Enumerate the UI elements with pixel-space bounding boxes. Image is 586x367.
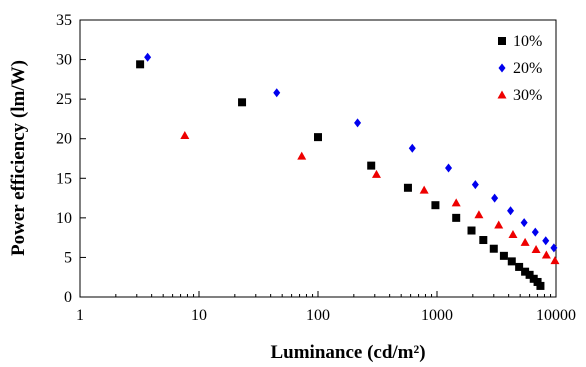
legend-marker	[498, 37, 506, 45]
x-tick-label: 100	[306, 307, 330, 324]
data-point	[144, 52, 152, 62]
series-triangle	[180, 131, 560, 265]
data-point	[297, 151, 307, 160]
data-point	[520, 218, 528, 228]
y-axis-title: Power efficiency (lm/W)	[8, 60, 29, 256]
data-point	[180, 131, 190, 140]
data-point	[531, 245, 541, 254]
data-point	[507, 257, 516, 266]
data-point	[489, 244, 498, 253]
data-point	[499, 251, 508, 260]
data-point	[408, 143, 416, 153]
y-tick-label: 5	[64, 249, 72, 266]
legend: 10% 20% 30%	[497, 33, 542, 104]
data-point	[508, 229, 518, 238]
x-tick-label: 1000	[421, 307, 453, 324]
data-point	[371, 169, 381, 178]
x-tick-label: 1	[76, 307, 84, 324]
data-point	[451, 198, 461, 207]
data-point	[273, 88, 281, 98]
data-point	[136, 60, 145, 69]
data-point	[474, 210, 484, 219]
data-point	[550, 243, 558, 253]
legend-label: 20%	[513, 60, 542, 77]
y-tick-label: 35	[56, 12, 72, 29]
y-tick-label: 0	[64, 289, 72, 306]
data-point	[471, 180, 479, 190]
y-tick-label: 30	[56, 52, 72, 69]
data-point	[479, 236, 488, 245]
data-point	[445, 163, 453, 173]
data-point	[507, 206, 515, 216]
legend-label: 30%	[513, 87, 542, 104]
legend-label: 10%	[513, 33, 542, 50]
data-point	[541, 250, 551, 259]
x-tick-label: 10000	[536, 307, 576, 324]
axes	[79, 19, 557, 298]
series-square	[136, 60, 545, 290]
data-point	[536, 281, 545, 290]
y-tick-label: 20	[56, 131, 72, 148]
data-points	[136, 52, 560, 290]
legend-marker	[498, 63, 506, 73]
series-diamond	[144, 52, 558, 253]
y-axis-ticks: 0 5 10 15 20 25 30 35	[56, 12, 86, 306]
x-axis-title: Luminance (cd/m²)	[270, 342, 425, 363]
data-point	[491, 193, 499, 203]
data-point	[238, 98, 247, 107]
y-tick-label: 15	[56, 170, 72, 187]
data-point	[403, 183, 412, 192]
data-point	[494, 220, 504, 229]
data-point	[431, 201, 440, 210]
data-point	[521, 267, 530, 276]
legend-marker	[497, 90, 507, 99]
data-point	[525, 270, 534, 279]
y-tick-label: 10	[56, 210, 72, 227]
data-point	[314, 133, 322, 142]
y-tick-label: 25	[56, 91, 72, 108]
data-point	[354, 118, 362, 128]
data-point	[419, 185, 429, 194]
plot-frame	[79, 19, 557, 298]
data-point	[531, 227, 539, 237]
x-axis-ticks: 1 10 100 1000 10000	[76, 291, 576, 324]
data-point	[542, 236, 550, 246]
data-point	[550, 256, 560, 265]
data-point	[515, 262, 524, 271]
data-point	[367, 161, 376, 170]
x-tick-label: 10	[191, 307, 207, 324]
data-point	[520, 237, 530, 246]
data-point	[467, 226, 476, 235]
data-point	[452, 213, 461, 222]
